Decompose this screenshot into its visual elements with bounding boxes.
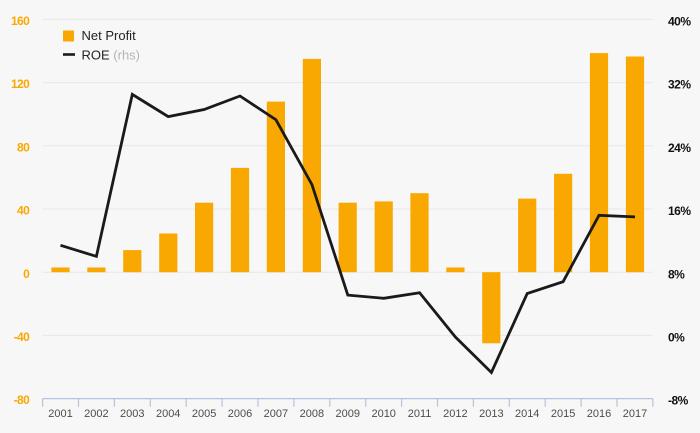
svg-text:120: 120: [11, 77, 30, 91]
svg-text:32%: 32%: [668, 78, 691, 92]
svg-text:-8%: -8%: [668, 394, 689, 408]
svg-text:2016: 2016: [587, 408, 611, 420]
svg-text:160: 160: [11, 14, 30, 28]
svg-text:24%: 24%: [668, 141, 691, 155]
svg-text:40%: 40%: [668, 15, 691, 29]
svg-text:Net Profit: Net Profit: [82, 28, 137, 43]
svg-text:16%: 16%: [668, 204, 691, 218]
svg-text:2004: 2004: [156, 408, 180, 420]
svg-text:2015: 2015: [551, 408, 575, 420]
svg-text:2010: 2010: [371, 408, 395, 420]
svg-text:2014: 2014: [515, 408, 539, 420]
svg-text:40: 40: [17, 204, 30, 218]
svg-text:0%: 0%: [668, 331, 685, 345]
svg-text:0: 0: [23, 267, 30, 281]
svg-text:-80: -80: [14, 393, 30, 407]
svg-text:80: 80: [17, 140, 30, 154]
svg-text:2013: 2013: [479, 408, 503, 420]
svg-text:2017: 2017: [623, 408, 647, 420]
svg-text:2001: 2001: [48, 408, 72, 420]
svg-text:2008: 2008: [300, 408, 324, 420]
svg-text:2003: 2003: [120, 408, 144, 420]
svg-text:2002: 2002: [84, 408, 108, 420]
svg-text:2007: 2007: [264, 408, 288, 420]
svg-text:2006: 2006: [228, 408, 252, 420]
svg-text:ROE (rhs): ROE (rhs): [82, 47, 141, 62]
svg-text:2009: 2009: [336, 408, 360, 420]
svg-text:2012: 2012: [443, 408, 467, 420]
svg-text:2005: 2005: [192, 408, 216, 420]
svg-text:8%: 8%: [668, 267, 685, 281]
svg-text:-40: -40: [14, 330, 30, 344]
svg-text:2011: 2011: [408, 408, 432, 420]
